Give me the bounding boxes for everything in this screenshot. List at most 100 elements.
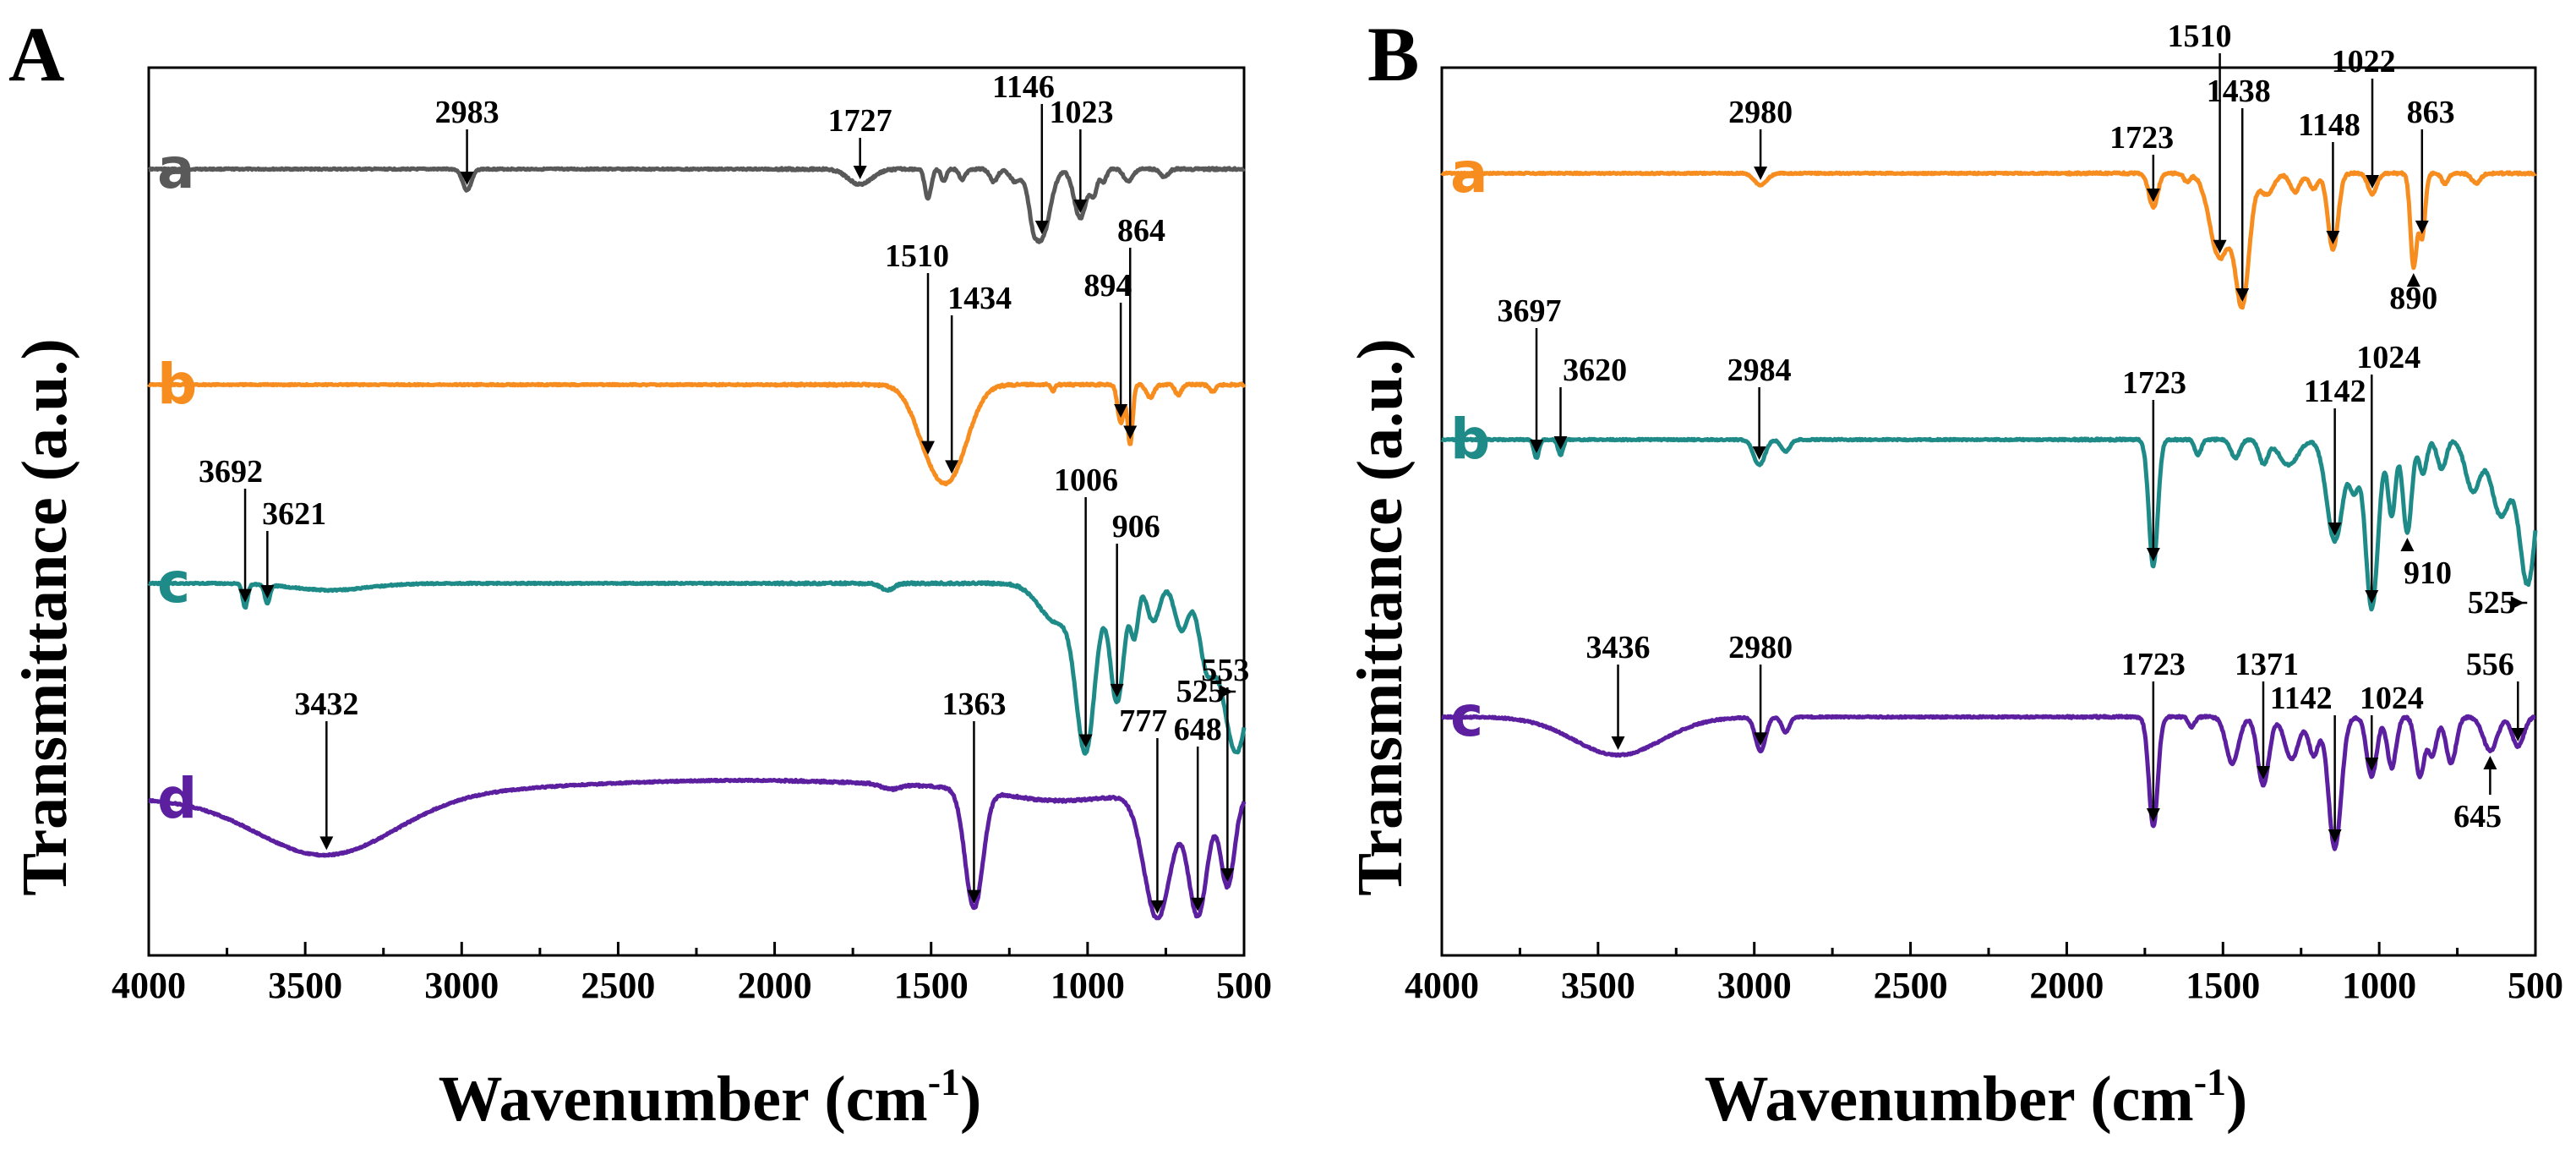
peak-annotation: 1371 (2235, 647, 2299, 780)
annotation-label: 645 (2453, 799, 2502, 834)
annotation-arrowhead (2365, 758, 2379, 772)
annotation-label: 2980 (1728, 95, 1793, 130)
peak-annotation: 3620 (1553, 353, 1627, 450)
peak-annotation: 525 (1176, 674, 1236, 709)
annotation-label: 1363 (941, 687, 1006, 722)
annotation-label: 553 (1201, 653, 1249, 688)
peak-annotation: 3697 (1498, 293, 1562, 453)
annotation-arrowhead (967, 889, 981, 904)
panel-b-label: B (1367, 11, 1419, 97)
series-b-label: b (157, 352, 197, 417)
annotation-arrowhead (2415, 220, 2429, 234)
x-tick-label: 4000 (1405, 965, 1479, 1006)
annotation-arrowhead (1219, 685, 1233, 698)
peak-annotation: 1142 (2270, 681, 2342, 844)
annotation-arrowhead (2326, 231, 2340, 245)
peak-annotation: 3692 (199, 454, 263, 603)
annotation-arrowhead (1530, 440, 1544, 453)
peak-annotation: 894 (1083, 268, 1132, 419)
series-a-line (1440, 170, 2537, 310)
annotation-label: 3620 (1563, 353, 1627, 388)
peak-annotation: 3436 (1586, 630, 1651, 750)
annotation-arrowhead (921, 440, 936, 455)
panel-a-y-axis-title: Transmittance (a.u.) (9, 338, 80, 895)
peak-annotation: 2980 (1728, 630, 1793, 747)
annotation-label: 1142 (2304, 374, 2366, 409)
annotation-label: 777 (1119, 703, 1167, 739)
annotation-arrowhead (2483, 756, 2497, 770)
series-a-label: a (157, 136, 195, 201)
annotation-arrowhead (2146, 548, 2160, 561)
annotation-arrowhead (2406, 272, 2420, 287)
annotation-label: 1006 (1054, 462, 1118, 498)
annotation-label: 906 (1112, 509, 1160, 544)
panel-a: A Transmittance (a.u.) Wavenumber (cm-1)… (8, 11, 1272, 1135)
x-tick-label: 1500 (894, 965, 969, 1006)
annotation-label: 1438 (2207, 74, 2271, 109)
annotation-label: 910 (2404, 555, 2452, 591)
peak-annotation: 2984 (1727, 353, 1792, 460)
annotation-arrowhead (2366, 175, 2380, 189)
series-c-line (147, 580, 1247, 756)
annotation-arrowhead (1752, 446, 1766, 460)
series-d-label: d (157, 766, 197, 831)
annotation-label: 2984 (1727, 353, 1792, 388)
annotation-arrowhead (1754, 167, 1768, 180)
peak-annotation: 1142 (2304, 374, 2366, 537)
peak-annotation: 1024 (2360, 681, 2424, 772)
peak-annotation: 553 (1201, 653, 1249, 883)
peak-annotation: 1363 (941, 687, 1006, 904)
annotation-label: 1024 (2360, 681, 2424, 716)
annotation-label: 1510 (885, 238, 949, 274)
peak-annotation: 1022 (2332, 44, 2396, 189)
x-tick-label: 1000 (1051, 965, 1125, 1006)
annotation-label: 1723 (2121, 647, 2186, 682)
panel-b: B Transmittance (a.u.) Wavenumber (cm-1)… (1345, 11, 2563, 1135)
series-c-label: c (1450, 684, 1483, 749)
annotation-arrowhead (2146, 808, 2160, 822)
peak-annotation: 890 (2389, 272, 2437, 316)
peak-annotation: 910 (2400, 538, 2452, 591)
panel-b-y-axis-title: Transmittance (a.u.) (1345, 338, 1416, 895)
annotation-arrowhead (319, 836, 334, 851)
annotation-arrowhead (2146, 189, 2160, 202)
annotation-arrowhead (1220, 868, 1235, 883)
annotation-arrowhead (2365, 590, 2379, 605)
annotation-label: 1723 (2122, 365, 2186, 401)
annotation-arrowhead (1034, 221, 1049, 235)
annotation-arrowhead (1078, 734, 1093, 748)
x-tick-label: 3000 (1717, 965, 1792, 1006)
x-tick-label: 3500 (268, 965, 342, 1006)
peak-annotation: 1723 (2122, 365, 2186, 561)
annotation-label: 894 (1083, 268, 1132, 304)
annotation-arrowhead (1073, 200, 1088, 214)
x-tick-label: 2000 (2029, 965, 2104, 1006)
peak-annotation: 1023 (1049, 95, 1113, 214)
annotation-arrowhead (945, 460, 959, 474)
annotation-arrowhead (2511, 728, 2525, 742)
peak-annotation: 1438 (2207, 74, 2271, 303)
peak-annotation: 906 (1110, 509, 1160, 698)
peak-annotation: 1146 (992, 69, 1055, 235)
annotation-arrowhead (2213, 239, 2227, 254)
annotation-label: 1146 (992, 69, 1055, 105)
annotation-arrowhead (260, 584, 275, 599)
x-tick-label: 2000 (738, 965, 812, 1006)
annotation-label: 3692 (199, 454, 263, 490)
peak-annotation: 864 (1117, 213, 1165, 440)
annotation-arrowhead (1611, 736, 1625, 750)
annotation-arrowhead (2256, 766, 2270, 780)
annotation-label: 648 (1174, 712, 1222, 747)
annotation-arrowhead (1114, 404, 1128, 419)
annotation-label: 1142 (2270, 681, 2333, 716)
annotation-arrowhead (1553, 436, 1568, 450)
panel-a-label: A (8, 11, 64, 97)
annotation-label: 1148 (2298, 107, 2360, 143)
annotation-arrowhead (2510, 596, 2524, 610)
peak-annotation: 1006 (1054, 462, 1118, 748)
annotation-label: 2980 (1728, 630, 1793, 665)
annotation-label: 863 (2407, 95, 2455, 130)
peak-annotation: 863 (2407, 95, 2455, 234)
annotation-label: 1727 (828, 103, 892, 139)
peak-annotation: 1434 (945, 281, 1012, 474)
